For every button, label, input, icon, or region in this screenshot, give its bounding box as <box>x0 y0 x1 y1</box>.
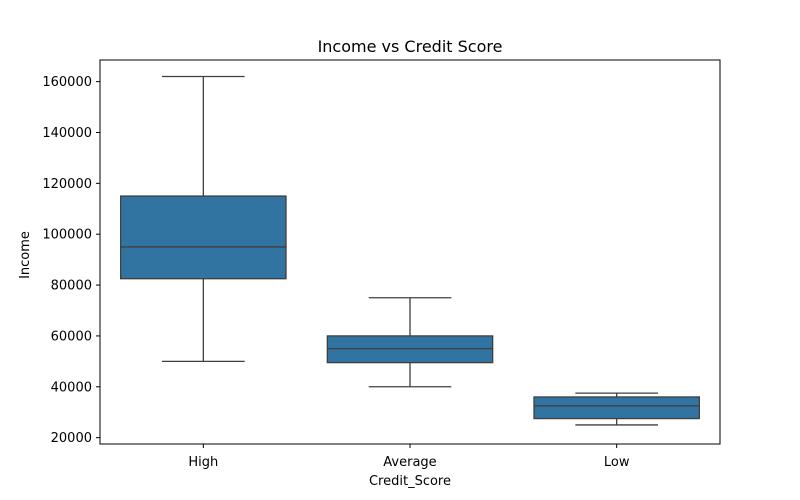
plot-area: High Average Low 20000 40000 60000 80000 100000… <box>42 59 721 470</box>
y-tick-label-40000: 40000 <box>51 380 92 395</box>
y-tick-label-140000: 140000 <box>42 126 92 141</box>
y-tick-label-20000: 20000 <box>51 431 92 446</box>
x-axis-label: Credit_Score <box>369 474 451 489</box>
box-low <box>533 396 700 420</box>
y-tick-label-120000: 120000 <box>42 177 92 192</box>
plot-frame <box>99 59 721 445</box>
chart-title: Income vs Credit Score <box>318 37 503 56</box>
x-tick-label-high: High <box>188 455 218 470</box>
y-tick-label-160000: 160000 <box>42 75 92 90</box>
y-tick-label-100000: 100000 <box>42 228 92 243</box>
y-axis-label: Income <box>18 231 33 279</box>
y-tick-label-60000: 60000 <box>51 329 92 344</box>
y-tick-label-80000: 80000 <box>51 279 92 294</box>
x-tick-label-average: Average <box>383 455 436 470</box>
box-high <box>120 195 287 280</box>
x-tick-label-low: Low <box>604 455 630 470</box>
